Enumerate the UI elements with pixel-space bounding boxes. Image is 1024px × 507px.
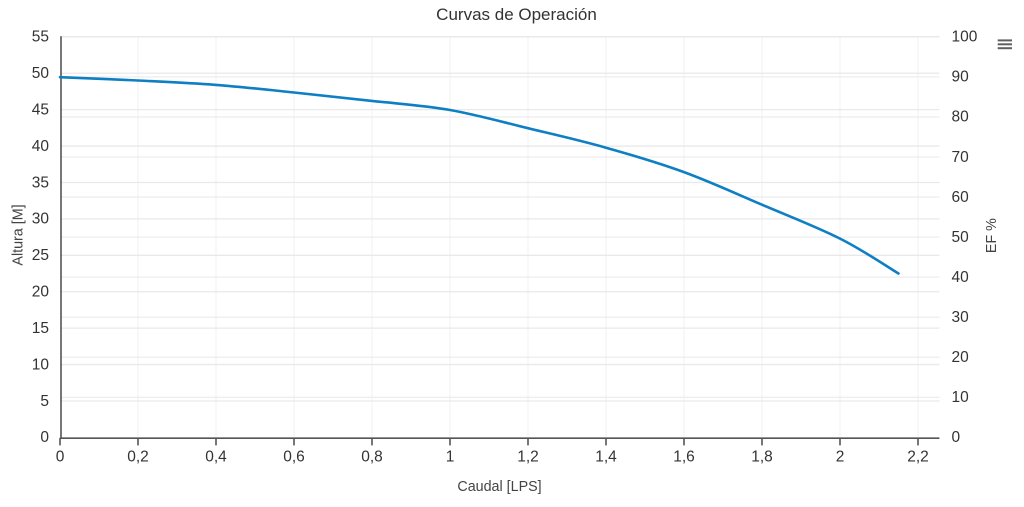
svg-text:45: 45 xyxy=(32,101,49,118)
svg-text:0,4: 0,4 xyxy=(205,449,227,466)
svg-text:40: 40 xyxy=(32,138,50,155)
svg-text:10: 10 xyxy=(32,356,50,373)
svg-text:0,6: 0,6 xyxy=(283,449,305,466)
svg-text:50: 50 xyxy=(952,229,970,246)
svg-text:2: 2 xyxy=(836,449,845,466)
svg-text:1,2: 1,2 xyxy=(517,449,539,466)
svg-text:20: 20 xyxy=(32,284,50,301)
svg-text:5: 5 xyxy=(40,393,49,410)
svg-text:EF %: EF % xyxy=(984,218,1000,253)
svg-text:40: 40 xyxy=(952,269,970,286)
svg-text:10: 10 xyxy=(952,389,970,406)
svg-text:15: 15 xyxy=(32,320,49,337)
svg-text:0,2: 0,2 xyxy=(127,449,149,466)
svg-text:1,4: 1,4 xyxy=(595,449,617,466)
svg-text:20: 20 xyxy=(952,349,970,366)
svg-text:0,8: 0,8 xyxy=(361,449,383,466)
svg-text:55: 55 xyxy=(32,29,49,46)
svg-text:0: 0 xyxy=(56,449,65,466)
svg-text:Caudal [LPS]: Caudal [LPS] xyxy=(457,479,541,495)
svg-text:100: 100 xyxy=(952,29,978,46)
svg-text:60: 60 xyxy=(952,189,970,206)
svg-text:2,2: 2,2 xyxy=(907,449,929,466)
svg-text:50: 50 xyxy=(32,65,50,82)
svg-text:80: 80 xyxy=(952,109,970,126)
svg-text:1: 1 xyxy=(446,449,455,466)
svg-text:Altura [M]: Altura [M] xyxy=(11,204,27,265)
svg-text:1,8: 1,8 xyxy=(751,449,773,466)
svg-text:0: 0 xyxy=(40,429,49,446)
svg-text:1,6: 1,6 xyxy=(673,449,695,466)
svg-text:Curvas de Operación: Curvas de Operación xyxy=(436,5,597,24)
svg-text:70: 70 xyxy=(952,149,970,166)
svg-text:35: 35 xyxy=(32,174,49,191)
svg-text:30: 30 xyxy=(32,211,50,228)
svg-text:0: 0 xyxy=(952,429,961,446)
svg-text:30: 30 xyxy=(952,309,970,326)
svg-text:90: 90 xyxy=(952,69,970,86)
svg-text:25: 25 xyxy=(32,247,49,264)
